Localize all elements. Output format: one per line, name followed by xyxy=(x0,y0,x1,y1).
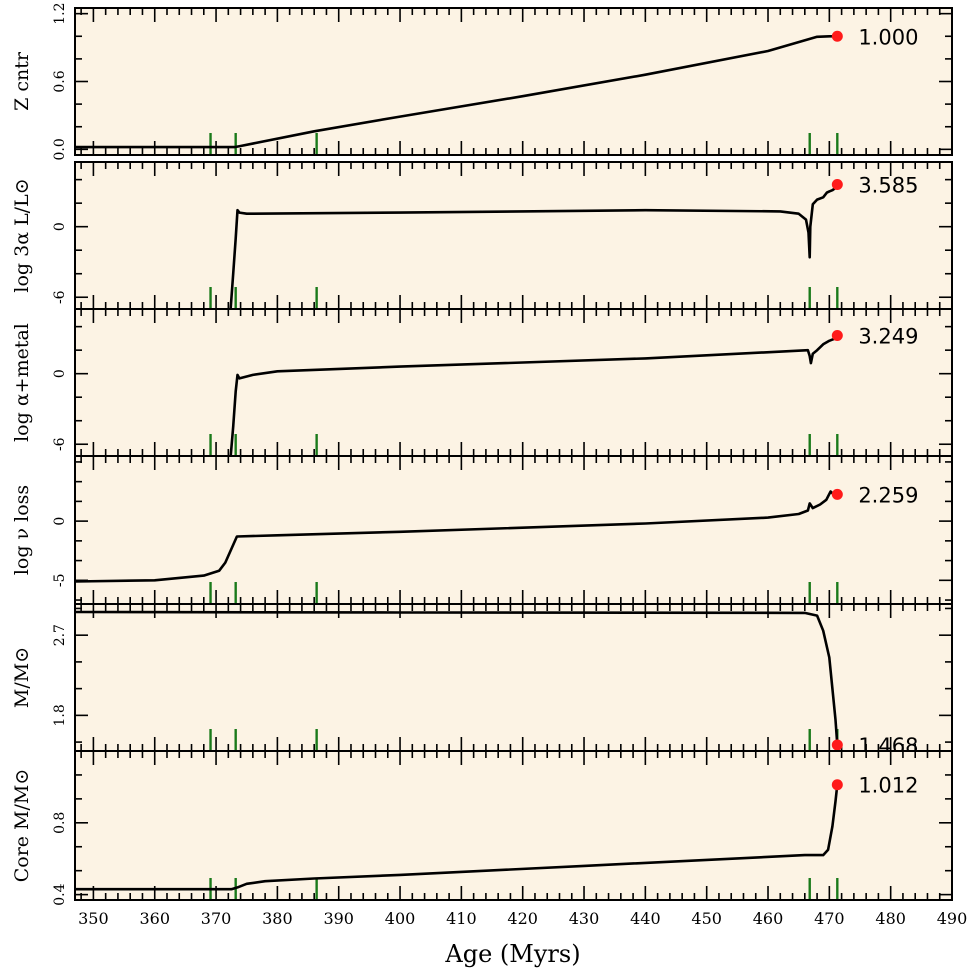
panel-background xyxy=(75,8,952,155)
current-point xyxy=(831,739,843,751)
y-axis-label: log 3α L/L⊙ xyxy=(11,178,33,292)
x-tick-label: 460 xyxy=(753,909,784,928)
current-value-label: 1.012 xyxy=(858,774,918,798)
series-line xyxy=(75,610,839,745)
panel-4: 1.82.7M/M⊙1.468 xyxy=(11,603,953,758)
panel-1: -6 0 log 3α L/L⊙ 3.585 xyxy=(11,161,953,310)
panel-frame xyxy=(74,750,953,901)
x-tick-label: 470 xyxy=(814,909,845,928)
y-tick-label: 0.8 xyxy=(52,812,68,834)
current-point xyxy=(831,179,843,191)
panel-background xyxy=(75,456,952,604)
y-tick-label: 0 xyxy=(52,517,68,526)
y-tick-label: -6 xyxy=(52,290,68,304)
x-tick-label: 420 xyxy=(507,909,538,928)
x-tick-label: 370 xyxy=(201,909,232,928)
x-tick-label: 450 xyxy=(691,909,722,928)
y-axis-label: M/M⊙ xyxy=(11,647,33,708)
y-tick-label: 2.7 xyxy=(52,624,68,646)
panel-2: -6 0 log α+metal 3.249 xyxy=(11,308,953,457)
panel-background xyxy=(75,309,952,456)
current-value-label: 2.259 xyxy=(858,483,918,507)
current-point xyxy=(831,779,843,791)
x-tick-label: 410 xyxy=(446,909,477,928)
panel-5: 0.4 0.8 Core M/M⊙ 1.012 xyxy=(11,750,953,906)
panel-0: 0.0 0.6 1.2 Z cntr 1.000 xyxy=(11,3,953,160)
x-axis: 350 360 370 380 390 400 410 420 430 440 450 460 470 4… xyxy=(78,909,967,928)
current-point xyxy=(831,329,843,341)
panel-frame xyxy=(74,7,953,156)
y-tick-label: 0 xyxy=(52,222,68,231)
panel-background xyxy=(75,751,952,900)
y-tick-label: -6 xyxy=(52,437,68,451)
current-value-label: 3.249 xyxy=(858,324,918,348)
x-tick-label: 350 xyxy=(78,909,109,928)
series-line xyxy=(75,490,838,583)
x-tick-label: 360 xyxy=(139,909,170,928)
current-value-label: 1.000 xyxy=(858,25,918,49)
current-point xyxy=(831,488,843,500)
y-tick-label: 0.6 xyxy=(52,70,68,92)
y-axis-label: Z cntr xyxy=(11,51,33,111)
x-tick-label: 490 xyxy=(937,909,968,928)
series-line xyxy=(229,334,839,456)
y-tick-label: 1.8 xyxy=(52,704,68,726)
x-tick-label: 380 xyxy=(262,909,293,928)
y-tick-label: 0 xyxy=(52,369,68,378)
series-line xyxy=(229,183,839,309)
x-tick-label: 430 xyxy=(569,909,600,928)
panel-background xyxy=(75,162,952,309)
x-tick-label: 400 xyxy=(385,909,416,928)
y-tick-label: 0.4 xyxy=(52,883,68,905)
x-tick-label: 440 xyxy=(630,909,661,928)
y-axis-label: log α+metal xyxy=(11,323,33,442)
y-tick-label: -5 xyxy=(52,573,68,587)
current-value-label: 3.585 xyxy=(858,174,918,198)
x-tick-label: 480 xyxy=(875,909,906,928)
y-tick-label: 1.2 xyxy=(52,3,68,25)
panel-3: -5 0 log ν loss 2.259 xyxy=(11,455,953,605)
current-point xyxy=(831,30,843,42)
y-axis-label: log ν loss xyxy=(11,485,33,575)
panel-background xyxy=(75,604,952,751)
y-tick-label: 0.0 xyxy=(52,138,68,160)
series-line xyxy=(75,35,838,149)
y-axis-label: Core M/M⊙ xyxy=(11,769,33,883)
x-tick-label: 390 xyxy=(323,909,354,928)
series-line xyxy=(75,784,839,891)
x-axis-label: Age (Myrs) xyxy=(444,940,580,968)
